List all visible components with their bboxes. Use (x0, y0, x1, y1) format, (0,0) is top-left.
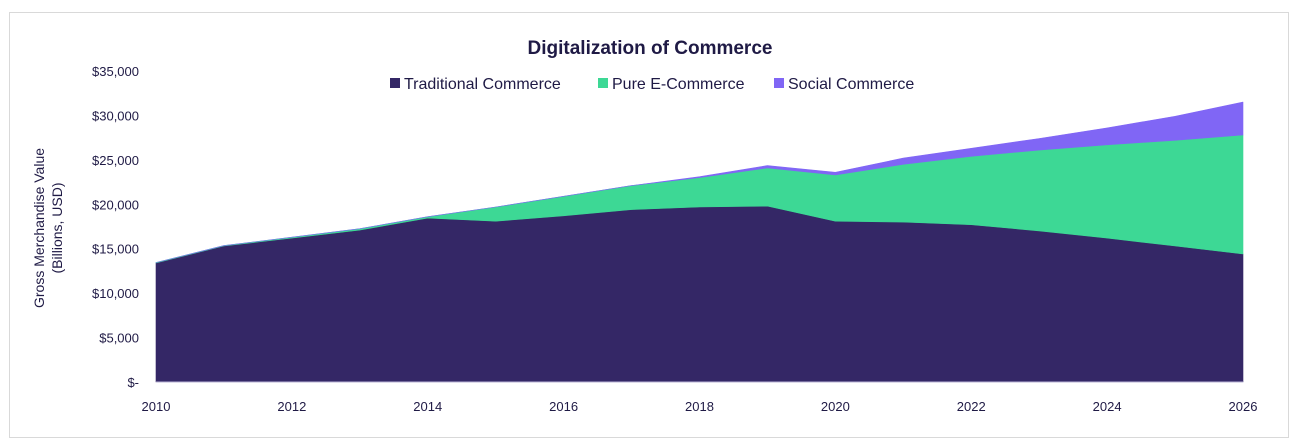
y-axis-label: Gross Merchandise Value (31, 148, 47, 308)
y-tick-label: $5,000 (99, 331, 139, 346)
legend-swatch (774, 78, 784, 88)
x-tick-label: 2024 (1093, 399, 1122, 414)
y-axis-ticks: $- $5,000 $10,000 $15,000 $20,000 $25,000 $30,… (92, 64, 139, 390)
legend-label: Social Commerce (788, 76, 914, 93)
x-tick-label: 2022 (957, 399, 986, 414)
y-tick-label: $20,000 (92, 197, 139, 212)
y-tick-label: $15,000 (92, 242, 139, 257)
legend-item-pure-e-commerce: Pure E-Commerce (598, 76, 745, 93)
y-tick-label: $10,000 (92, 286, 139, 301)
legend-swatch (598, 78, 608, 88)
x-axis-ticks: 2010 2012 2014 2016 2018 2020 2022 2024 2026 (142, 399, 1258, 414)
legend-item-traditional-commerce: Traditional Commerce (390, 76, 561, 93)
y-tick-label: $35,000 (92, 64, 139, 79)
y-tick-label: $30,000 (92, 108, 139, 123)
legend-label: Pure E-Commerce (612, 76, 745, 93)
legend: Traditional Commerce Pure E-Commerce Socia… (390, 76, 914, 93)
y-tick-label: $- (127, 375, 139, 390)
x-tick-label: 2014 (413, 399, 442, 414)
x-tick-label: 2026 (1229, 399, 1258, 414)
y-tick-label: $25,000 (92, 153, 139, 168)
x-tick-label: 2016 (549, 399, 578, 414)
x-tick-label: 2010 (142, 399, 171, 414)
area-social-commerce (155, 101, 1244, 263)
y-axis-label-sub: (Billions, USD) (49, 182, 65, 273)
legend-label: Traditional Commerce (404, 76, 561, 93)
y-axis-label-group: Gross Merchandise Value (Billions, USD) (31, 148, 65, 308)
x-tick-label: 2018 (685, 399, 714, 414)
x-tick-label: 2012 (277, 399, 306, 414)
x-tick-label: 2020 (821, 399, 850, 414)
chart-title: Digitalization of Commerce (528, 38, 773, 59)
plot-areas (155, 101, 1244, 383)
legend-item-social-commerce: Social Commerce (774, 76, 914, 93)
legend-swatch (390, 78, 400, 88)
